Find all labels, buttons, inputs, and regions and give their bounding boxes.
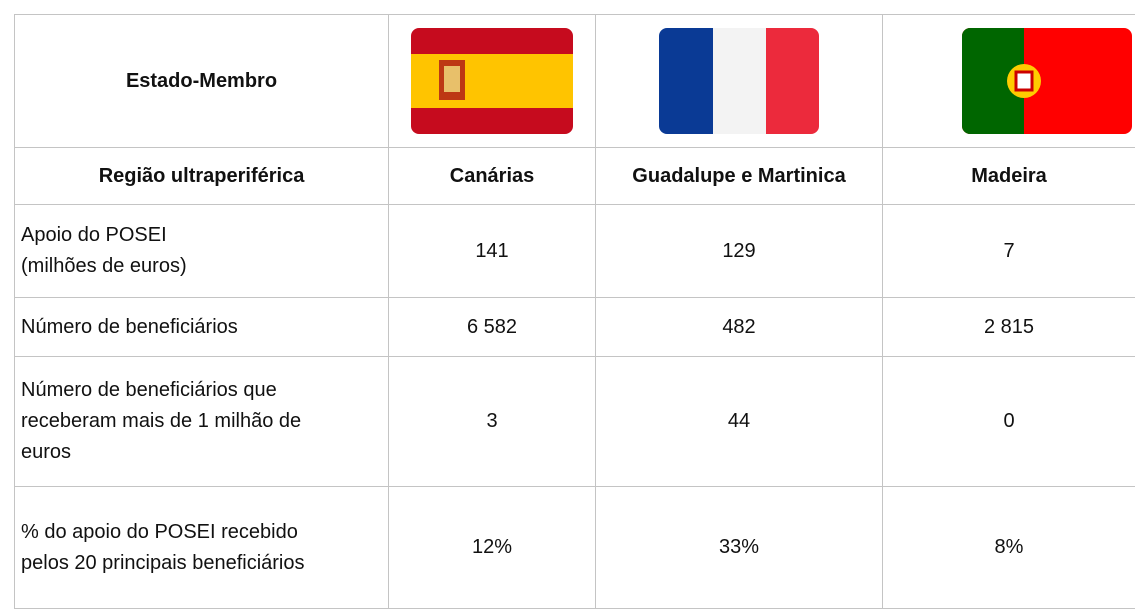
cell-value: 129 bbox=[596, 205, 883, 298]
flag-row: Estado-Membro bbox=[15, 15, 1135, 148]
cell-value: 6 582 bbox=[389, 298, 596, 357]
posei-table: Estado-Membro Região ultraperiférica Can… bbox=[14, 14, 1135, 609]
cell-value: 12% bbox=[389, 487, 596, 609]
table-row: % do apoio do POSEI recebido pelos 20 pr… bbox=[15, 487, 1135, 609]
column-header: Canárias bbox=[389, 148, 596, 205]
flag-cell bbox=[883, 15, 1135, 148]
row-label: % do apoio do POSEI recebido pelos 20 pr… bbox=[15, 487, 389, 609]
flag-france bbox=[659, 28, 819, 134]
flag-cell bbox=[389, 15, 596, 148]
row-label: Número de beneficiários bbox=[15, 298, 389, 357]
flag-cell bbox=[596, 15, 883, 148]
cell-value: 33% bbox=[596, 487, 883, 609]
flag-portugal bbox=[962, 28, 1132, 134]
flag-spain bbox=[411, 28, 573, 134]
cell-value: 141 bbox=[389, 205, 596, 298]
member-state-label: Estado-Membro bbox=[15, 15, 389, 148]
cell-value: 7 bbox=[883, 205, 1135, 298]
row-label: Apoio do POSEI (milhões de euros) bbox=[15, 205, 389, 298]
column-header: Guadalupe e Martinica bbox=[596, 148, 883, 205]
cell-value: 2 815 bbox=[883, 298, 1135, 357]
column-header: Madeira bbox=[883, 148, 1135, 205]
table-row: Número de beneficiários que receberam ma… bbox=[15, 357, 1135, 487]
cell-value: 482 bbox=[596, 298, 883, 357]
row-label: Número de beneficiários que receberam ma… bbox=[15, 357, 389, 487]
header-row: Região ultraperiférica Canárias Guadalup… bbox=[15, 148, 1135, 205]
cell-value: 8% bbox=[883, 487, 1135, 609]
column-header: Região ultraperiférica bbox=[15, 148, 389, 205]
cell-value: 3 bbox=[389, 357, 596, 487]
cell-value: 0 bbox=[883, 357, 1135, 487]
cell-value: 44 bbox=[596, 357, 883, 487]
